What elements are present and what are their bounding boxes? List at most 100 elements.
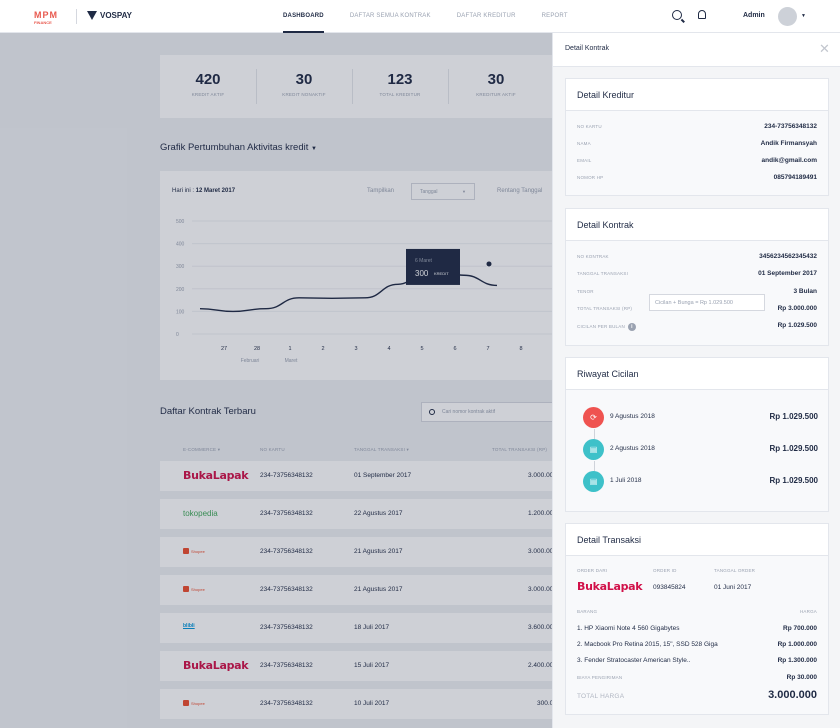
nav-daftar-kreditur[interactable]: DAFTAR KREDITUR [456,13,516,19]
cicilan-tooltip: Cicilan + Bunga = Rp 1.029.500 [649,294,765,311]
stat-kreditur-aktif: 30 KREDITUR AKTIF [448,55,544,118]
kontrak-title: Detail Kontrak [566,209,828,241]
vospay-logo[interactable]: VOSPAY [87,11,132,20]
x-tick-label: 8 [519,346,522,352]
table-row[interactable]: BukaLapak 234-73756348132 15 Juli 2017 2.40… [160,651,560,681]
x-group-label: Maret [285,358,298,364]
kreditur-card: Detail Kreditur NO KARTU 234-73756348132 … [565,78,829,196]
kv-no-kontrak: NO KONTRAK 3456234562345432 [577,253,817,260]
document-icon: ▤ [583,439,604,460]
main-nav: DASHBOARD DAFTAR SEMUA KONTRAK DAFTAR KR… [283,0,594,33]
y-tick-label: 100 [176,309,185,315]
order-item: 1. HP Xiaomi Note 4 560 Gigabytes Rp 700.… [577,625,817,632]
logo-divider [76,9,77,24]
shopee-logo: Shopee [183,586,205,592]
top-navbar: MPM FINANCE VOSPAY DASHBOARD DAFTAR SEMUA… [0,0,840,33]
chart-tooltip [406,248,460,285]
timeline-connector [594,461,595,474]
table-row[interactable]: tokopedia 234-73756348132 22 Agustus 2017 1… [160,499,560,529]
tampilkan-dropdown[interactable]: Tanggal ▼ [411,183,475,200]
tooltip-value: 300 [415,269,429,278]
y-tick-label: 400 [176,242,185,248]
kv-cicilan: CICILAN PER BULAN i Rp 1.029.500 [577,322,817,331]
close-icon[interactable]: ✕ [819,41,830,56]
kv-tanggal-transaksi: TANGGAL TRANSAKSI 01 September 2017 [577,270,817,277]
y-tick-label: 500 [176,219,185,225]
x-tick-label: 5 [420,346,423,352]
stats-card: 420 KREDIT AKTIF 30 KREDIT NONAKTIF 123 TOT… [160,55,560,118]
search-icon [429,409,435,415]
kv-no-kartu: NO KARTU 234-73756348132 [577,123,817,130]
rentang-tanggal-label: Rentang Tanggal [497,188,543,194]
kv-nomor-hp: NOMOR HP 085794189491 [577,174,817,181]
x-tick-label: 4 [387,346,390,352]
bukalapak-logo: BukaLapak [183,469,249,482]
detail-kontrak-panel: Detail Kontrak ✕ Detail Kreditur NO KART… [552,33,840,728]
y-tick-label: 0 [176,332,179,338]
bukalapak-logo: BukaLapak [577,580,643,593]
chart-section-title[interactable]: Grafik Pertumbuhan Aktivitas kredit ▼ [160,142,317,153]
panel-title: Detail Kontrak [565,45,609,52]
order-item: 2. Macbook Pro Retina 2015, 15", SSD 528… [577,641,817,648]
tooltip-unit: KREDIT [434,271,449,276]
y-tick-label: 200 [176,287,185,293]
history-item: ⟳ 9 Agustus 2018 Rp 1.029.500 [583,407,818,429]
stat-kredit-aktif: 420 KREDIT AKTIF [191,71,225,97]
x-tick-label: 3 [354,346,357,352]
chevron-down-icon: ▼ [311,146,317,152]
table-row[interactable]: Shopee 234-73756348132 21 Agustus 2017 3.00… [160,537,560,567]
chevron-down-icon: ▼ [462,189,466,194]
avatar[interactable] [778,7,797,26]
table-row[interactable]: Shopee 234-73756348132 10 Juli 2017 300.000 [160,689,561,719]
chevron-down-icon[interactable]: ▼ [801,13,806,19]
transaksi-card: Detail Transaksi ORDER DARI ORDER ID TAN… [565,523,829,715]
x-tick-label: 2 [321,346,324,352]
shopee-logo: Shopee [183,700,205,706]
th-no-kartu: NO KARTU [260,447,285,452]
blibli-logo: blibli [183,623,195,629]
table-row[interactable]: Shopee 234-73756348132 21 Agustus 2017 3.00… [160,575,560,605]
timeline-connector [594,429,595,442]
tampilkan-label: Tampilkan [367,188,395,194]
shopee-bag-icon [183,548,189,554]
y-tick-label: 300 [176,264,185,270]
stat-total-kreditur: 123 TOTAL KREDITUR [352,55,448,118]
x-tick-label: 1 [288,346,291,352]
modal-backdrop[interactable] [0,33,552,728]
bell-icon[interactable] [698,10,706,19]
history-item: ▤ 2 Agustus 2018 Rp 1.029.500 [583,439,818,461]
riwayat-title: Riwayat Cicilan [566,358,828,390]
data-point [485,260,493,268]
kv-nama: NAMA Andik Firmansyah [577,140,817,147]
table-row[interactable]: BukaLapak 234-73756348132 01 September 201… [160,461,560,491]
riwayat-card: Riwayat Cicilan ⟳ 9 Agustus 2018 Rp 1.029.… [565,357,829,512]
nav-daftar-semua-kontrak[interactable]: DAFTAR SEMUA KONTRAK [349,13,431,19]
search-icon[interactable] [672,10,682,20]
kontrak-card: Detail Kontrak NO KONTRAK 345623456234543… [565,208,829,346]
kv-total-transaksi: TOTAL TRANSAKSI (RP) Rp 3.000.000 [577,305,817,312]
x-tick-label: 7 [486,346,489,352]
order-item: 3. Fender Stratocaster American Style.. R… [577,657,817,664]
total-harga-value: 3.000.000 [768,689,817,701]
th-total-transaksi: TOTAL TRANSAKSI (RP) [492,447,548,452]
info-icon[interactable]: i [627,323,636,331]
today-label: Hari ini : 12 Maret 2017 [172,188,236,194]
nav-dashboard[interactable]: DASHBOARD [283,0,324,33]
transaksi-title: Detail Transaksi [566,524,828,556]
vospay-mark-icon [87,11,97,20]
x-tick-label: 28 [254,346,260,352]
refresh-icon: ⟳ [583,407,604,428]
user-name[interactable]: Admin [743,12,765,19]
mpm-logo[interactable]: MPM FINANCE [34,10,58,25]
table-row[interactable]: blibli 234-73756348132 18 Juli 2017 3.600.0… [160,613,560,643]
line-chart: 0 100 200 300 400 500 27 28 1 2 3 4 5 6 7 8 Februari Mare… [176,219,560,364]
document-icon: ▤ [583,471,604,492]
history-item: ▤ 1 Juli 2018 Rp 1.029.500 [583,471,818,493]
table-title: Daftar Kontrak Terbaru [160,406,256,417]
x-tick-label: 27 [221,346,227,352]
kv-email: EMAIL andik@gmail.com [577,157,817,164]
th-ecommerce[interactable]: E-COMMERCE ▾ [183,447,221,452]
nav-report[interactable]: REPORT [541,13,568,19]
th-tanggal-transaksi[interactable]: TANGGAL TRANSAKSI ▾ [354,447,409,452]
stat-kredit-nonaktif: 30 KREDIT NONAKTIF [256,55,352,118]
